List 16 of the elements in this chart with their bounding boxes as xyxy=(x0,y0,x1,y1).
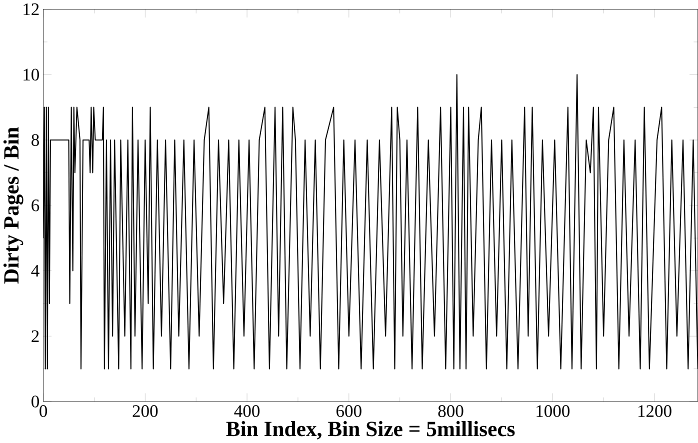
x-tick-label: 1000 xyxy=(536,405,570,418)
y-tick-label: 8 xyxy=(32,134,39,146)
x-tick-label: 1200 xyxy=(638,405,672,418)
y-tick-label: 10 xyxy=(24,68,39,81)
x-tick-label: 800 xyxy=(438,405,464,418)
y-tick-label: 4 xyxy=(31,265,40,277)
y-tick-label: 2 xyxy=(32,330,39,342)
y-tick-label: 6 xyxy=(32,200,40,212)
x-tick-label: 0 xyxy=(40,405,48,418)
x-tick-label: 400 xyxy=(234,405,260,418)
x-tick-label: 200 xyxy=(132,405,158,418)
y-tick-label: 0 xyxy=(32,396,39,408)
x-axis-title: Bin Index, Bin Size = 5millisecs xyxy=(226,421,515,440)
x-tick-label: 600 xyxy=(336,405,362,418)
y-tick-label: 12 xyxy=(24,4,39,16)
y-axis-title: Dirty Pages / Bin xyxy=(3,127,24,284)
